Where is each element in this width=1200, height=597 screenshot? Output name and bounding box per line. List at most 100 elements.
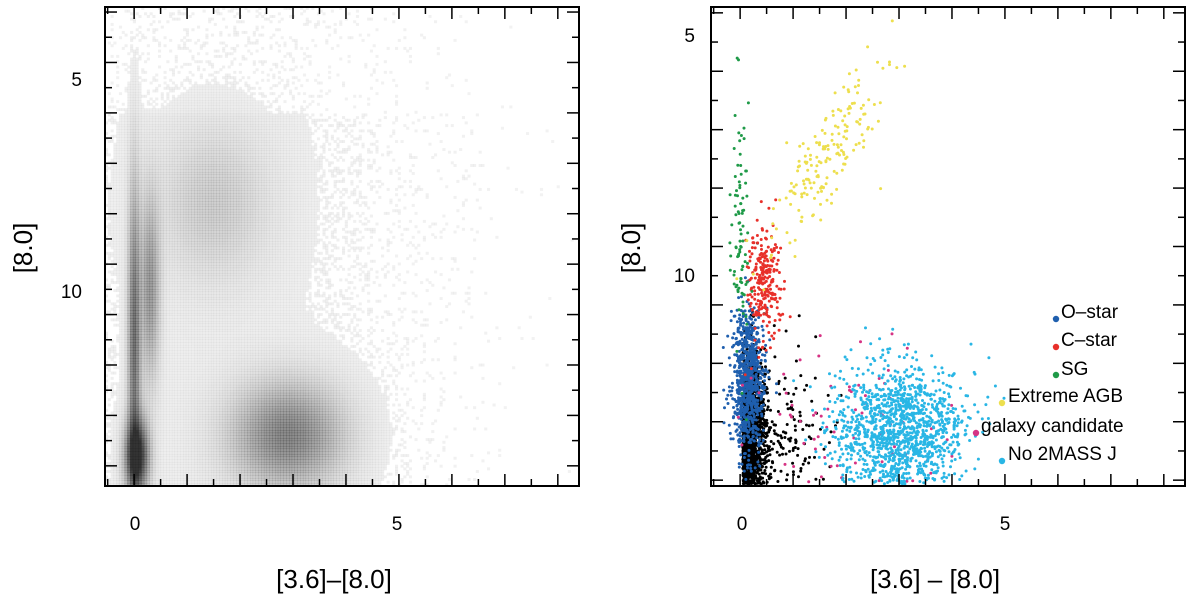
density-bin bbox=[171, 398, 176, 402]
density-bin bbox=[130, 201, 134, 205]
density-bin bbox=[149, 222, 153, 226]
density-bin bbox=[188, 177, 192, 181]
density-bin bbox=[152, 150, 156, 154]
density-bin bbox=[166, 470, 170, 473]
density-bin bbox=[157, 214, 162, 218]
density-bin bbox=[124, 134, 128, 138]
density-bin bbox=[180, 246, 184, 250]
density-bin bbox=[124, 209, 128, 213]
density-bin bbox=[185, 227, 189, 231]
density-bin bbox=[146, 195, 150, 199]
density-bin bbox=[185, 275, 189, 279]
density-bin bbox=[194, 150, 198, 154]
density-bin bbox=[188, 251, 192, 255]
density-bin bbox=[157, 238, 162, 242]
density-bin bbox=[149, 182, 153, 186]
density-bin bbox=[191, 211, 195, 215]
density-bin bbox=[197, 140, 201, 144]
density-bin bbox=[152, 334, 156, 338]
density-bin bbox=[113, 142, 117, 146]
density-bin bbox=[163, 313, 167, 316]
density-bin bbox=[138, 177, 142, 181]
density-bin bbox=[197, 187, 201, 191]
density-bin bbox=[121, 209, 125, 213]
density-bin bbox=[124, 326, 128, 330]
density-bin bbox=[163, 446, 167, 450]
density-bin bbox=[177, 451, 181, 455]
density-bin bbox=[163, 76, 167, 80]
density-bin bbox=[194, 164, 198, 167]
density-bin bbox=[163, 148, 167, 151]
density-bin bbox=[180, 432, 184, 436]
density-bin bbox=[185, 161, 189, 165]
density-bin bbox=[121, 121, 125, 125]
density-bin bbox=[124, 313, 128, 316]
density-bin bbox=[135, 270, 139, 274]
density-bin bbox=[144, 142, 148, 146]
density-bin bbox=[132, 137, 136, 141]
density-bin bbox=[169, 456, 173, 460]
density-bin bbox=[183, 358, 187, 362]
density-bin bbox=[185, 251, 189, 255]
density-bin bbox=[141, 185, 145, 189]
density-bin bbox=[152, 310, 156, 314]
density-bin bbox=[177, 328, 181, 332]
density-bin bbox=[127, 398, 131, 402]
density-bin bbox=[183, 177, 187, 181]
density-bin bbox=[130, 291, 134, 295]
density-bin bbox=[135, 400, 139, 404]
density-bin bbox=[141, 94, 145, 98]
density-bin bbox=[149, 275, 153, 279]
density-bin bbox=[185, 137, 189, 141]
density-bin bbox=[110, 427, 114, 431]
density-bin bbox=[132, 297, 136, 301]
density-bin bbox=[171, 166, 176, 170]
density-bin bbox=[113, 233, 117, 237]
density-bin bbox=[166, 179, 170, 183]
density-bin bbox=[144, 110, 148, 114]
density-bin bbox=[149, 273, 153, 277]
density-bin bbox=[171, 350, 176, 354]
density-bin bbox=[149, 376, 153, 380]
density-bin bbox=[163, 145, 167, 149]
density-bin bbox=[177, 286, 181, 290]
density-bin bbox=[183, 211, 187, 215]
density-bin bbox=[166, 201, 170, 205]
density-bin bbox=[194, 124, 198, 128]
density-bin bbox=[107, 182, 111, 186]
density-bin bbox=[194, 185, 198, 189]
density-bin bbox=[118, 464, 123, 468]
density-bin bbox=[185, 190, 189, 194]
density-bin bbox=[191, 262, 195, 266]
density-bin bbox=[144, 390, 148, 394]
density-bin bbox=[169, 86, 173, 90]
density-bin bbox=[160, 249, 164, 253]
density-bin bbox=[124, 241, 128, 245]
density-bin bbox=[160, 148, 164, 151]
density-bin bbox=[144, 414, 148, 418]
density-bin bbox=[130, 76, 134, 80]
density-bin bbox=[174, 419, 178, 423]
density-bin bbox=[124, 307, 128, 311]
density-bin bbox=[116, 171, 120, 175]
density-bin bbox=[130, 315, 134, 319]
density-bin bbox=[132, 70, 136, 74]
density-bin bbox=[169, 89, 173, 93]
density-bin bbox=[169, 129, 173, 133]
density-bin bbox=[152, 137, 156, 141]
density-bin bbox=[141, 443, 145, 447]
density-bin bbox=[141, 480, 145, 484]
density-bin bbox=[138, 193, 142, 197]
density-bin bbox=[121, 129, 125, 133]
density-bin bbox=[130, 273, 134, 277]
density-bin bbox=[138, 222, 142, 226]
density-bin bbox=[199, 156, 203, 159]
density-bin bbox=[174, 323, 178, 327]
density-bin bbox=[146, 395, 150, 399]
density-bin bbox=[177, 142, 181, 146]
density-bin bbox=[135, 233, 139, 237]
density-bin bbox=[146, 366, 150, 370]
density-bin bbox=[183, 472, 187, 476]
density-bin bbox=[124, 158, 128, 162]
density-bin bbox=[163, 161, 167, 165]
